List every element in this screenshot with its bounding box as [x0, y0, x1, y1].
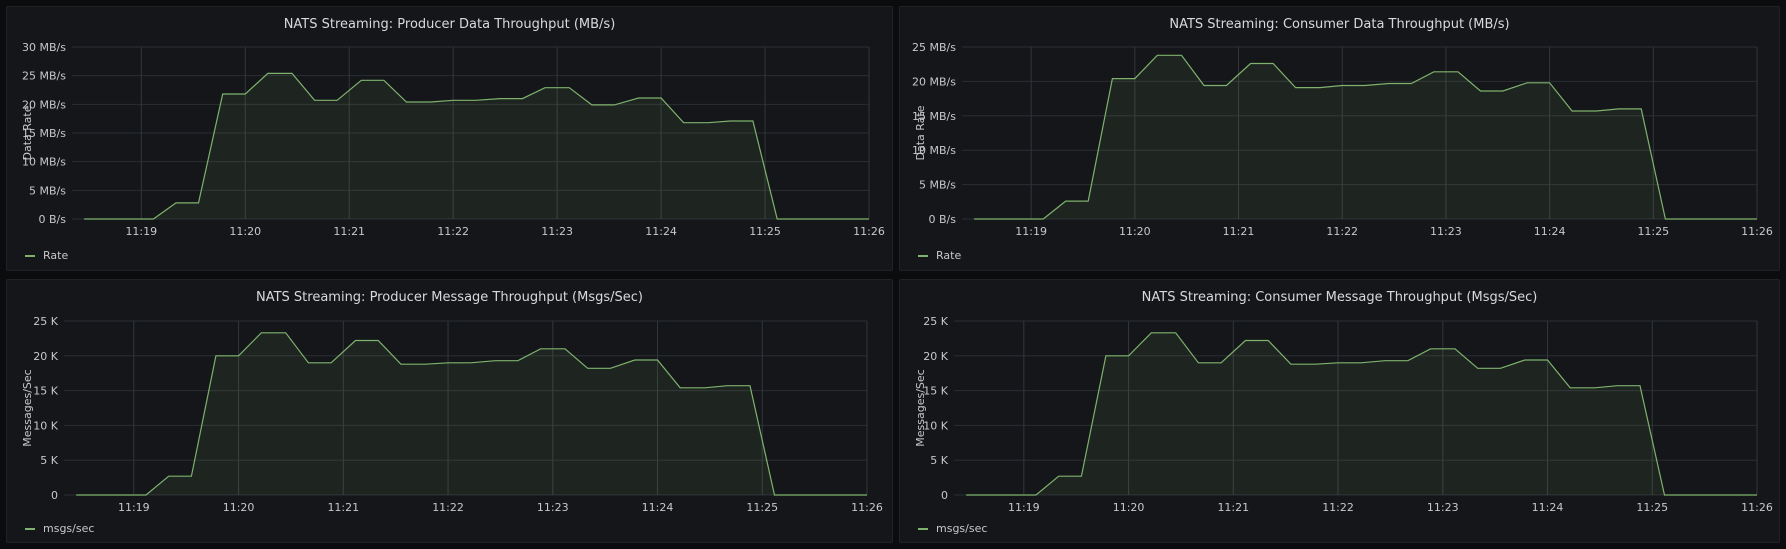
x-tick-label: 11:22: [437, 225, 469, 238]
x-tick-label: 11:26: [1741, 501, 1773, 514]
chart-consumer-data: 0 B/s 5 MB/s 10 MB/s 15 MB/s 20 MB/s 25 MB/s 1…: [912, 41, 1773, 238]
y-tick-label: 20 MB/s: [912, 75, 956, 88]
x-tick-label: 11:21: [333, 225, 365, 238]
x-tick-label: 11:24: [642, 501, 674, 514]
x-tick-label: 11:24: [1532, 501, 1564, 514]
y-tick-label: 10 MB/s: [912, 144, 956, 157]
panel-title[interactable]: NATS Streaming: Consumer Message Through…: [1141, 290, 1538, 305]
series-area: [974, 55, 1757, 219]
y-tick-label: 15 MB/s: [912, 110, 956, 123]
y-tick-label: 20 K: [33, 350, 58, 363]
x-tick-label: 11:25: [749, 225, 781, 238]
y-tick-label: 20 K: [923, 350, 948, 363]
y-axis-title: Messages/Sec: [914, 369, 927, 446]
x-tick-label: 11:23: [537, 501, 569, 514]
chart-consumer-messages: 0 5 K 10 K 15 K 20 K 25 K 11:19 11:20 11:21 11:22…: [914, 315, 1773, 514]
series-line: [84, 72, 869, 220]
y-tick-label: 25 MB/s: [912, 41, 956, 54]
x-tick-label: 11:26: [853, 225, 885, 238]
y-tick-label: 15 K: [923, 385, 948, 398]
y-tick-label: 0: [51, 489, 58, 502]
series-area: [76, 332, 867, 495]
y-tick-label: 10 K: [33, 419, 58, 432]
x-tick-label: 11:22: [432, 501, 464, 514]
y-axis-title: Data Rate: [21, 105, 34, 160]
y-tick-label: 0 B/s: [929, 213, 957, 226]
x-tick-label: 11:21: [1223, 225, 1255, 238]
y-tick-label: 25 K: [33, 315, 58, 328]
y-tick-label: 5 MB/s: [29, 184, 66, 197]
x-tick-label: 11:23: [541, 225, 573, 238]
x-tick-label: 11:20: [229, 225, 261, 238]
x-tick-label: 11:20: [1113, 501, 1145, 514]
x-tick-label: 11:26: [1741, 225, 1773, 238]
y-tick-label: 25 K: [923, 315, 948, 328]
panel-producer-data-throughput[interactable]: NATS Streaming: Producer Data Throughput…: [6, 6, 893, 271]
x-tick-label: 11:24: [645, 225, 677, 238]
y-axis-title: Messages/Sec: [21, 369, 34, 446]
panel-consumer-data-throughput[interactable]: NATS Streaming: Consumer Data Throughput…: [899, 6, 1780, 271]
legend-swatch: [918, 254, 928, 257]
series-area: [84, 73, 870, 220]
y-tick-label: 20 MB/s: [22, 98, 66, 111]
x-tick-label: 11:25: [1637, 225, 1669, 238]
series-line: [966, 332, 1757, 496]
y-axis-title: Data Rate: [914, 105, 927, 160]
x-tick-label: 11:22: [1326, 225, 1358, 238]
y-tick-label: 10 MB/s: [22, 156, 66, 169]
x-tick-label: 11:21: [327, 501, 359, 514]
x-tick-label: 11:19: [118, 501, 150, 514]
legend-swatch: [25, 254, 35, 257]
legend-label[interactable]: msgs/sec: [936, 522, 988, 535]
legend-swatch: [918, 527, 928, 530]
y-tick-label: 10 K: [923, 419, 948, 432]
x-tick-label: 11:25: [1636, 501, 1668, 514]
legend[interactable]: msgs/sec: [25, 522, 94, 535]
y-tick-label: 5 K: [930, 454, 948, 467]
legend[interactable]: msgs/sec: [918, 522, 987, 535]
series-area: [966, 332, 1757, 495]
chart-producer-messages: 0 5 K 10 K 15 K 20 K 25 K 11:19 11:20 11:21 11:22…: [21, 315, 883, 514]
x-tick-label: 11:23: [1430, 225, 1462, 238]
x-tick-label: 11:24: [1534, 225, 1566, 238]
legend[interactable]: Rate: [25, 249, 68, 262]
x-tick-label: 11:19: [1008, 501, 1040, 514]
legend[interactable]: Rate: [918, 249, 961, 262]
panel-title[interactable]: NATS Streaming: Producer Data Throughput…: [283, 17, 616, 32]
panel-consumer-message-throughput[interactable]: NATS Streaming: Consumer Message Through…: [899, 279, 1780, 543]
y-tick-label: 5 K: [40, 454, 58, 467]
y-tick-label: 0 B/s: [39, 213, 67, 226]
y-tick-label: 25 MB/s: [22, 70, 66, 83]
panel-title[interactable]: NATS Streaming: Consumer Data Throughput…: [1169, 17, 1510, 32]
x-tick-label: 11:22: [1322, 501, 1354, 514]
x-tick-label: 11:20: [223, 501, 255, 514]
x-tick-label: 11:19: [1015, 225, 1047, 238]
y-tick-label: 15 K: [33, 385, 58, 398]
x-tick-label: 11:23: [1427, 501, 1459, 514]
series-line: [76, 332, 867, 496]
y-tick-label: 15 MB/s: [22, 127, 66, 140]
legend-label[interactable]: msgs/sec: [43, 522, 95, 535]
x-tick-label: 11:25: [746, 501, 778, 514]
x-tick-label: 11:20: [1119, 225, 1151, 238]
x-tick-label: 11:26: [851, 501, 883, 514]
y-tick-label: 30 MB/s: [22, 41, 66, 54]
y-tick-label: 5 MB/s: [919, 179, 956, 192]
panel-title[interactable]: NATS Streaming: Producer Message Through…: [255, 290, 643, 305]
x-tick-label: 11:21: [1217, 501, 1249, 514]
y-tick-label: 0: [941, 489, 948, 502]
legend-swatch: [25, 527, 35, 530]
legend-label[interactable]: Rate: [936, 249, 962, 262]
x-tick-label: 11:19: [125, 225, 157, 238]
legend-label[interactable]: Rate: [43, 249, 69, 262]
chart-producer-data: 0 B/s 5 MB/s 10 MB/s 15 MB/s 20 MB/s 25 MB/s 3…: [21, 41, 885, 238]
panel-producer-message-throughput[interactable]: NATS Streaming: Producer Message Through…: [6, 279, 893, 543]
series-line: [974, 54, 1757, 220]
